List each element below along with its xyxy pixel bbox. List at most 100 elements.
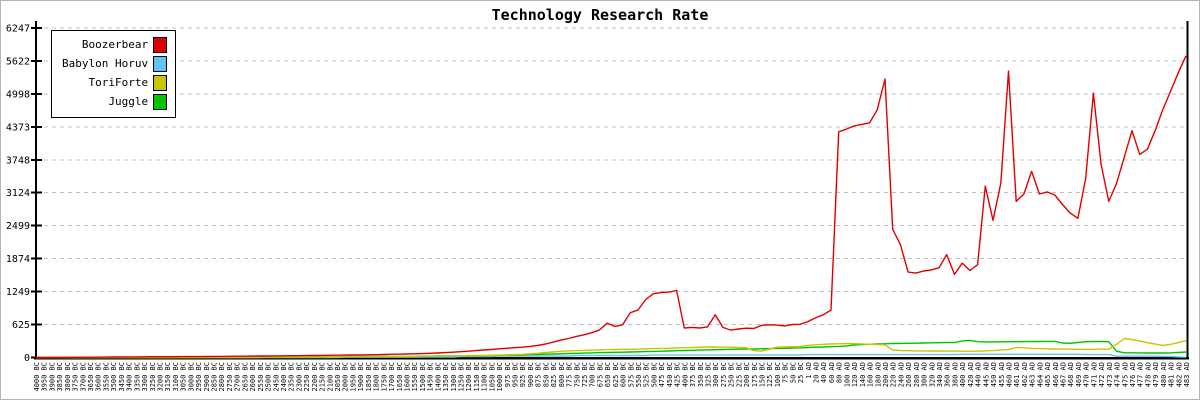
- x-tick-label: 2100 BC: [326, 362, 334, 392]
- x-tick-label: 463 AD: [1029, 362, 1037, 387]
- x-tick-label: 3950 BC: [41, 362, 49, 392]
- x-tick-label: 425 BC: [674, 362, 682, 387]
- x-tick-label: 40 AD: [820, 362, 828, 383]
- x-tick-label: 2500 BC: [265, 362, 273, 392]
- x-tick-label: 1350 BC: [442, 362, 450, 392]
- x-tick-label: 180 AD: [874, 362, 882, 387]
- x-tick-label: 240 AD: [897, 362, 905, 387]
- x-tick-label: 725 BC: [581, 362, 589, 387]
- x-tick-label: 450 BC: [666, 362, 674, 387]
- x-tick-label: 2350 BC: [288, 362, 296, 392]
- x-tick-label: 2550 BC: [257, 362, 265, 392]
- x-tick-label: 1450 BC: [427, 362, 435, 392]
- x-tick-label: 700 BC: [589, 362, 597, 387]
- x-tick-label: 3050 BC: [180, 362, 188, 392]
- x-tick-label: 125 BC: [766, 362, 774, 387]
- x-tick-label: 2050 BC: [334, 362, 342, 392]
- x-tick-label: 450 AD: [990, 362, 998, 387]
- x-tick-label: 360 AD: [944, 362, 952, 387]
- x-tick-label: 1900 BC: [357, 362, 365, 392]
- x-tick-label: 2750 BC: [226, 362, 234, 392]
- x-tick-label: 825 BC: [550, 362, 558, 387]
- x-tick-label: 340 AD: [936, 362, 944, 387]
- x-tick-label: 482 AD: [1175, 362, 1183, 387]
- x-tick-label: 462 AD: [1021, 362, 1029, 387]
- x-tick-label: 2400 BC: [280, 362, 288, 392]
- x-tick-label: 479 AD: [1152, 362, 1160, 387]
- x-tick-label: 380 AD: [951, 362, 959, 387]
- x-tick-label: 500 BC: [650, 362, 658, 387]
- x-tick-label: 2250 BC: [303, 362, 311, 392]
- x-tick-label: 675 BC: [596, 362, 604, 387]
- x-tick-label: 850 BC: [542, 362, 550, 387]
- x-tick-label: 875 BC: [535, 362, 543, 387]
- y-tick-label: 0: [24, 353, 30, 364]
- x-tick-label: 1800 BC: [373, 362, 381, 392]
- x-tick-label: 420 AD: [967, 362, 975, 387]
- x-tick-label: 80 AD: [836, 362, 844, 383]
- legend-swatch-green: [153, 93, 168, 110]
- x-tick-label: 483 AD: [1183, 362, 1191, 387]
- x-tick-label: 475 BC: [658, 362, 666, 387]
- y-tick-label: 625: [12, 320, 30, 331]
- x-tick-label: 320 AD: [928, 362, 936, 387]
- x-tick-label: 3450 BC: [118, 362, 126, 392]
- x-tick-label: 775 BC: [566, 362, 574, 387]
- y-tick-label: 1874: [6, 254, 30, 265]
- x-tick-label: 2650 BC: [241, 362, 249, 392]
- x-tick-label: 1200 BC: [465, 362, 473, 392]
- x-tick-label: 1 AD: [805, 362, 813, 379]
- x-tick-label: 250 BC: [728, 362, 736, 387]
- x-tick-label: 975 BC: [504, 362, 512, 387]
- x-tick-label: 300 BC: [712, 362, 720, 387]
- y-tick-label: 6247: [6, 24, 30, 35]
- x-tick-label: 469 AD: [1075, 362, 1083, 387]
- legend-label: Boozerbear: [81, 38, 149, 51]
- x-tick-label: 2300 BC: [295, 362, 303, 392]
- x-tick-label: 275 BC: [720, 362, 728, 387]
- x-tick-label: 1600 BC: [403, 362, 411, 392]
- x-tick-label: 2700 BC: [234, 362, 242, 392]
- x-tick-label: 470 AD: [1083, 362, 1091, 387]
- series-line-boozerbear: [36, 55, 1187, 359]
- x-tick-label: 1100 BC: [481, 362, 489, 392]
- x-tick-label: 445 AD: [982, 362, 990, 387]
- x-tick-label: 478 AD: [1144, 362, 1152, 387]
- x-tick-label: 2450 BC: [272, 362, 280, 392]
- chart-title: Technology Research Rate: [491, 6, 709, 24]
- legend-label: Babylon Horuv: [62, 57, 149, 70]
- x-tick-label: 100 AD: [843, 362, 851, 387]
- y-tick-label: 4373: [6, 122, 30, 133]
- x-tick-label: 525 BC: [643, 362, 651, 387]
- x-tick-label: 900 BC: [527, 362, 535, 387]
- x-tick-label: 950 BC: [512, 362, 520, 387]
- x-tick-label: 468 AD: [1067, 362, 1075, 387]
- x-tick-label: 3700 BC: [79, 362, 87, 392]
- y-tick-label: 5622: [6, 56, 30, 67]
- x-tick-label: 140 AD: [859, 362, 867, 387]
- x-tick-label: 3200 BC: [156, 362, 164, 392]
- legend-label: ToriForte: [88, 76, 149, 89]
- x-tick-label: 225 BC: [735, 362, 743, 387]
- x-tick-label: 3500 BC: [110, 362, 118, 392]
- x-tick-label: 650 BC: [604, 362, 612, 387]
- x-tick-label: 3900 BC: [48, 362, 56, 392]
- legend-item: Babylon Horuv: [62, 54, 168, 73]
- x-tick-label: 325 BC: [704, 362, 712, 387]
- legend-swatch-blue: [153, 55, 168, 72]
- x-tick-label: 1850 BC: [365, 362, 373, 392]
- x-tick-label: 3250 BC: [149, 362, 157, 392]
- x-tick-label: 550 BC: [635, 362, 643, 387]
- x-tick-label: 175 BC: [751, 362, 759, 387]
- x-tick-label: 2800 BC: [218, 362, 226, 392]
- x-tick-label: 1500 BC: [419, 362, 427, 392]
- x-tick-label: 625 BC: [612, 362, 620, 387]
- x-tick-label: 375 BC: [689, 362, 697, 387]
- y-tick-label: 4998: [6, 89, 30, 100]
- x-tick-label: 3550 BC: [102, 362, 110, 392]
- x-tick-label: 1000 BC: [496, 362, 504, 392]
- x-tick-label: 280 AD: [913, 362, 921, 387]
- x-tick-label: 455 AD: [998, 362, 1006, 387]
